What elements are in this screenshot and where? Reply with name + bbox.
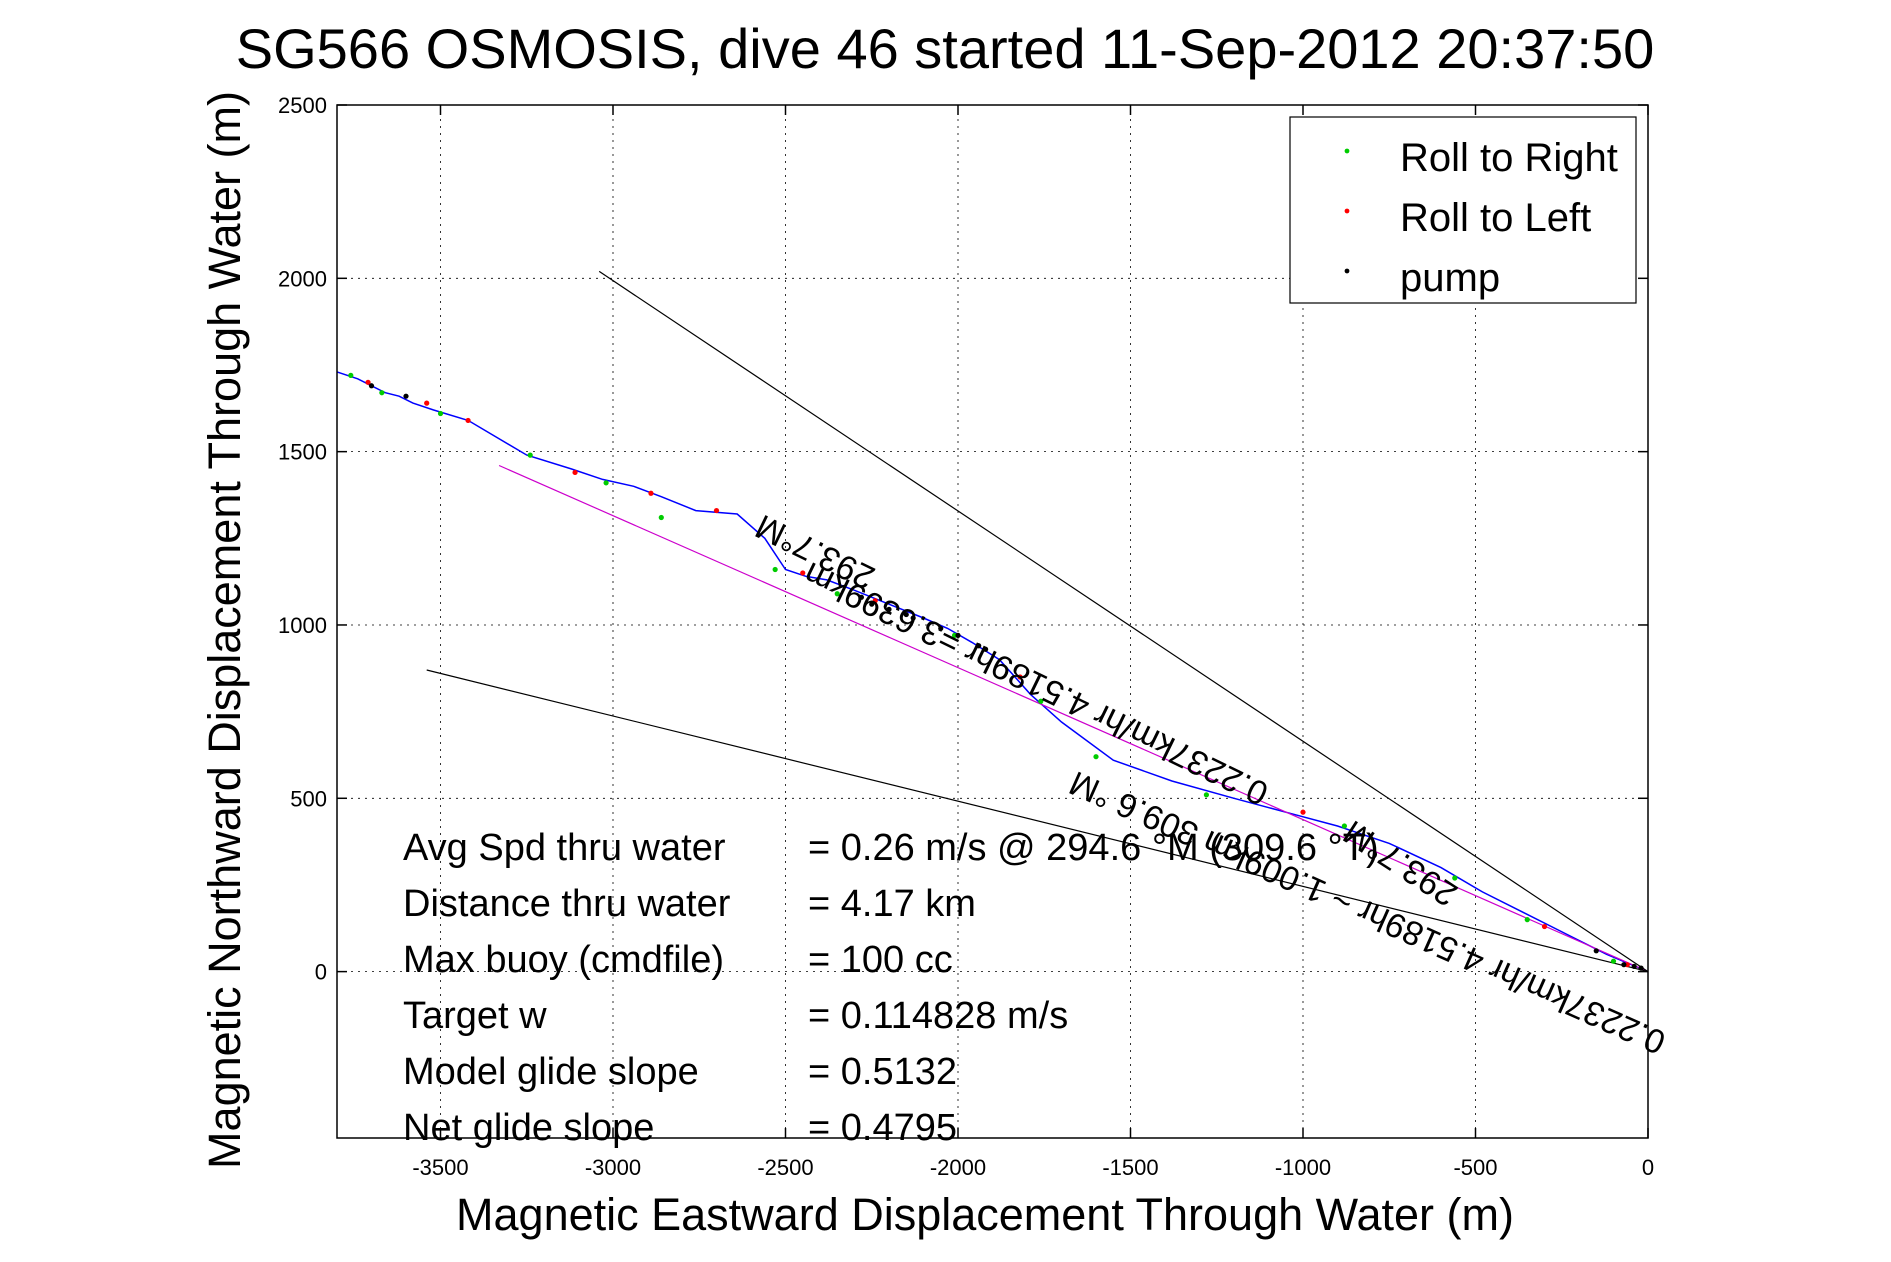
- marker-pump: [1593, 948, 1599, 954]
- stats-block: Avg Spd thru water = 0.26 m/s @ 294.6 °M …: [403, 827, 1379, 1149]
- x-tick-label: -2500: [757, 1155, 813, 1180]
- y-tick-label: 500: [290, 786, 327, 811]
- stat-value: = 4.17 km: [808, 883, 976, 925]
- y-axis-label: Magnetic Northward Displacement Through …: [199, 91, 250, 1169]
- legend-entry-label: Roll to Left: [1400, 196, 1591, 240]
- marker-roll-right: [1203, 792, 1209, 798]
- legend: Roll to Right Roll to Left pump: [1289, 116, 1637, 304]
- marker-roll-left: [1300, 809, 1306, 815]
- marker-roll-right: [527, 452, 533, 458]
- x-tick-label: -1500: [1102, 1155, 1158, 1180]
- legend-marker: [1344, 208, 1350, 214]
- y-tick-label: 0: [315, 960, 327, 985]
- stat-label: Distance thru water: [403, 883, 731, 925]
- marker-roll-right: [379, 390, 385, 396]
- marker-roll-left: [365, 379, 371, 385]
- marker-roll-right: [437, 410, 444, 417]
- marker-roll-right: [772, 566, 778, 573]
- marker-roll-left: [872, 598, 878, 604]
- marker-pump: [910, 615, 916, 621]
- marker-roll-left: [713, 507, 720, 514]
- marker-roll-right: [1341, 823, 1347, 829]
- stat-value: = 0.26 m/s @ 294.6 °M (309.6 °T): [808, 827, 1379, 869]
- x-tick-label: -3000: [585, 1155, 641, 1180]
- marker-roll-right: [348, 372, 354, 378]
- marker-roll-right: [834, 591, 840, 597]
- stat-label: Max buoy (cmdfile): [403, 939, 724, 981]
- x-tick-label: -1000: [1275, 1155, 1331, 1180]
- series-line-2: [598, 270, 1649, 973]
- x-tick-label: -3500: [412, 1155, 468, 1180]
- x-axis-label: Magnetic Eastward Displacement Through W…: [456, 1189, 1514, 1240]
- series-line-1: [498, 464, 1649, 973]
- marker-pump: [368, 383, 375, 389]
- marker-pump: [1638, 965, 1644, 971]
- y-tick-label: 2000: [278, 266, 327, 291]
- marker-pump: [886, 606, 892, 612]
- x-tick-label: -500: [1453, 1155, 1497, 1180]
- stat-value: = 0.114828 m/s: [808, 995, 1068, 1037]
- marker-pump: [903, 611, 909, 618]
- chart-title: SG566 OSMOSIS, dive 46 started 11-Sep-20…: [236, 17, 1654, 80]
- marker-roll-right: [1610, 958, 1617, 964]
- y-tick-label: 1500: [278, 440, 327, 465]
- marker-pump: [955, 632, 961, 638]
- stat-label: Target w: [403, 995, 547, 1037]
- marker-roll-right: [1093, 754, 1099, 760]
- marker-roll-right: [1524, 917, 1530, 923]
- marker-roll-left: [648, 490, 654, 496]
- plot-area: [336, 270, 1649, 973]
- legend-entry-label: Roll to Right: [1400, 136, 1618, 180]
- marker-roll-left: [1017, 674, 1023, 680]
- marker-roll-left: [424, 400, 430, 406]
- x-tick-label: 0: [1642, 1155, 1654, 1180]
- marker-roll-right: [1038, 698, 1044, 704]
- y-tick-label: 1000: [278, 613, 327, 638]
- marker-roll-left: [800, 570, 806, 576]
- series-line-0: [336, 371, 1649, 973]
- x-tick-label: -2000: [930, 1155, 986, 1180]
- ticks: -3500 -3000 -2500 -2000 -1500 -1000 -500 0 0 500 1…: [278, 93, 1654, 1180]
- stat-label: Model glide slope: [403, 1051, 699, 1093]
- marker-roll-left: [572, 469, 578, 476]
- marker-pump: [976, 643, 982, 649]
- marker-roll-left: [1541, 923, 1548, 930]
- marker-roll-right: [603, 480, 609, 486]
- stat-label: Avg Spd thru water: [403, 827, 726, 869]
- y-tick-label: 2500: [278, 93, 327, 118]
- stat-value: = 0.5132: [808, 1051, 957, 1093]
- marker-pump: [1631, 963, 1637, 970]
- marker-pump: [1621, 962, 1627, 968]
- axes-box: [336, 104, 1649, 1139]
- marker-roll-right: [658, 514, 664, 521]
- marker-pump: [869, 601, 875, 607]
- marker-pump: [403, 393, 409, 399]
- stat-value: = 0.4795: [808, 1107, 957, 1149]
- marker-roll-left: [465, 417, 471, 424]
- series-line-3: [426, 669, 1649, 973]
- marker-pump: [858, 594, 865, 600]
- stat-label: Net glide slope: [403, 1107, 654, 1149]
- marker-roll-right: [1452, 875, 1458, 881]
- stat-value: = 100 cc: [808, 939, 953, 981]
- marker-pump: [938, 625, 944, 632]
- marker-pump: [983, 646, 989, 652]
- legend-marker: [1344, 268, 1350, 274]
- legend-marker: [1344, 148, 1350, 154]
- legend-entry-label: pump: [1400, 256, 1500, 300]
